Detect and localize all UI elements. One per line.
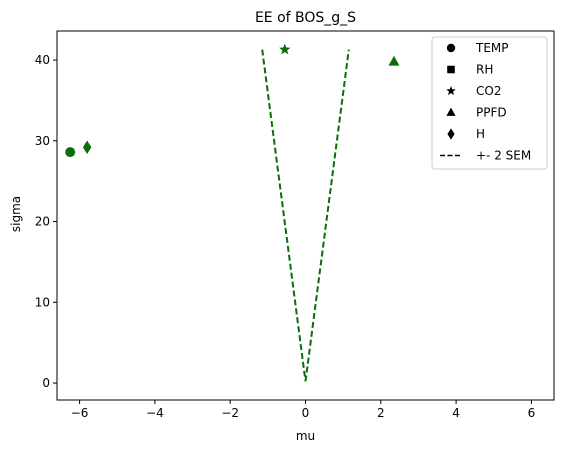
legend-h-label: H: [476, 127, 485, 141]
legend-h-marker: [447, 128, 455, 140]
x-tick-label: 2: [377, 406, 385, 420]
sem-line-left: [261, 49, 307, 382]
chart-title: EE of BOS_g_S: [255, 10, 356, 26]
legend-co2-label: CO2: [476, 84, 501, 98]
legend-rh-label: RH: [476, 63, 493, 77]
point-co2: [279, 43, 291, 55]
point-h: [82, 140, 92, 155]
x-tick-label: 4: [452, 406, 460, 420]
legend-temp-label: TEMP: [475, 41, 509, 55]
legend-box: [431, 36, 548, 170]
y-tick-label: 10: [35, 295, 50, 309]
x-tick-label: −4: [146, 406, 164, 420]
x-tick-label: −6: [71, 406, 89, 420]
legend-2-sem-label: +- 2 SEM: [476, 149, 531, 163]
legend: TEMP RH CO2 PPFD H +- 2 SEM: [431, 36, 548, 170]
sem-line-right: [304, 49, 350, 382]
legend-ppfd-label: PPFD: [476, 106, 507, 120]
x-axis-label: mu: [296, 429, 315, 443]
y-tick-label: 30: [35, 134, 50, 148]
point-ppfd: [388, 55, 400, 66]
y-tick-label: 40: [35, 53, 50, 67]
axis-ticks: −6 −4 −2 0 2 4 6 0 10 20 30 40: [35, 53, 536, 420]
point-temp: [65, 147, 76, 158]
legend-rh-marker: [447, 65, 455, 74]
x-tick-label: −2: [221, 406, 239, 420]
y-axis-label: sigma: [9, 196, 23, 232]
legend-ppfd-marker: [446, 107, 456, 116]
y-tick-label: 0: [42, 376, 50, 390]
x-tick-label: 0: [302, 406, 310, 420]
legend-co2-marker: [446, 85, 456, 96]
x-tick-label: 6: [528, 406, 536, 420]
legend-temp-marker: [446, 43, 456, 53]
y-tick-label: 20: [35, 215, 50, 229]
